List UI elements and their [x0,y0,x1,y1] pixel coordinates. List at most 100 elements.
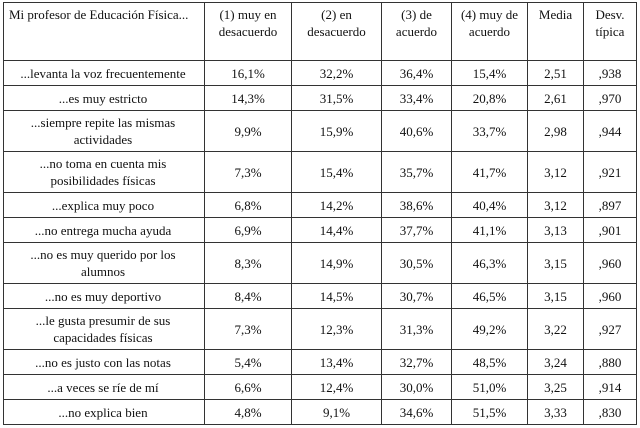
table-row: ...no es muy querido por los alumnos 8,3%… [3,242,637,284]
cell-item: ...siempre repite las mismas actividades [3,110,205,152]
table-row: ...no explica bien 4,8% 9,1% 34,6% 51,5% 3,33… [3,399,637,425]
table-row: ...le gusta presumir de sus capacidades … [3,308,637,350]
cell-de-acuerdo: 30,5% [381,242,452,284]
table-row: ...no es justo con las notas 5,4% 13,4% 32,… [3,349,637,375]
cell-muy-en-desacuerdo: 6,6% [204,374,292,400]
cell-muy-de-acuerdo: 46,3% [451,242,528,284]
cell-en-desacuerdo: 9,1% [291,399,382,425]
cell-de-acuerdo: 34,6% [381,399,452,425]
cell-de-acuerdo: 30,7% [381,283,452,309]
cell-muy-de-acuerdo: 41,7% [451,151,528,193]
cell-media: 3,12 [527,192,584,218]
cell-item: ...le gusta presumir de sus capacidades … [3,308,205,350]
column-header-de-acuerdo: (3) de acuerdo [381,2,452,61]
cell-media: 3,24 [527,349,584,375]
table-row: ...es muy estricto 14,3% 31,5% 33,4% 20,8% 2,… [3,85,637,111]
cell-muy-de-acuerdo: 41,1% [451,217,528,243]
cell-muy-de-acuerdo: 33,7% [451,110,528,152]
cell-muy-en-desacuerdo: 7,3% [204,151,292,193]
cell-item: ...no es muy querido por los alumnos [3,242,205,284]
cell-muy-en-desacuerdo: 14,3% [204,85,292,111]
cell-de-acuerdo: 31,3% [381,308,452,350]
cell-muy-de-acuerdo: 48,5% [451,349,528,375]
cell-en-desacuerdo: 15,4% [291,151,382,193]
table-row: ...no es muy deportivo 8,4% 14,5% 30,7% 46,5… [3,283,637,309]
cell-muy-de-acuerdo: 15,4% [451,60,528,86]
cell-desv-tipica: ,914 [583,374,637,400]
cell-muy-en-desacuerdo: 8,3% [204,242,292,284]
cell-media: 3,15 [527,283,584,309]
header-row: Mi profesor de Educación Física... (1) m… [3,2,637,61]
cell-en-desacuerdo: 12,3% [291,308,382,350]
column-header-muy-de-acuerdo: (4) muy de acuerdo [451,2,528,61]
column-header-en-desacuerdo: (2) en desacuerdo [291,2,382,61]
cell-en-desacuerdo: 32,2% [291,60,382,86]
cell-de-acuerdo: 38,6% [381,192,452,218]
cell-en-desacuerdo: 14,9% [291,242,382,284]
cell-en-desacuerdo: 14,2% [291,192,382,218]
cell-item: ...no es justo con las notas [3,349,205,375]
cell-muy-en-desacuerdo: 8,4% [204,283,292,309]
cell-muy-de-acuerdo: 49,2% [451,308,528,350]
cell-desv-tipica: ,970 [583,85,637,111]
cell-desv-tipica: ,944 [583,110,637,152]
cell-media: 3,22 [527,308,584,350]
cell-muy-de-acuerdo: 20,8% [451,85,528,111]
cell-en-desacuerdo: 31,5% [291,85,382,111]
cell-de-acuerdo: 35,7% [381,151,452,193]
cell-muy-de-acuerdo: 40,4% [451,192,528,218]
cell-desv-tipica: ,880 [583,349,637,375]
cell-de-acuerdo: 40,6% [381,110,452,152]
table-row: ...no entrega mucha ayuda 6,9% 14,4% 37,7% 4… [3,217,637,243]
table-row: ...a veces se ríe de mí 6,6% 12,4% 30,0% 51,… [3,374,637,400]
cell-item: ...a veces se ríe de mí [3,374,205,400]
cell-muy-en-desacuerdo: 6,8% [204,192,292,218]
cell-item: ...no toma en cuenta mis posibilidades f… [3,151,205,193]
cell-de-acuerdo: 37,7% [381,217,452,243]
cell-item: ...levanta la voz frecuentemente [3,60,205,86]
cell-muy-de-acuerdo: 51,0% [451,374,528,400]
cell-item: ...explica muy poco [3,192,205,218]
cell-item: ...no es muy deportivo [3,283,205,309]
table-body: ...levanta la voz frecuentemente 16,1% 32,… [3,60,637,425]
cell-media: 3,12 [527,151,584,193]
cell-item: ...no explica bien [3,399,205,425]
cell-de-acuerdo: 30,0% [381,374,452,400]
cell-muy-en-desacuerdo: 4,8% [204,399,292,425]
cell-media: 3,15 [527,242,584,284]
cell-desv-tipica: ,927 [583,308,637,350]
cell-de-acuerdo: 32,7% [381,349,452,375]
table-row: ...explica muy poco 6,8% 14,2% 38,6% 40,4% 3,… [3,192,637,218]
cell-muy-en-desacuerdo: 7,3% [204,308,292,350]
table-row: ...siempre repite las mismas actividades… [3,110,637,152]
column-header-item: Mi profesor de Educación Física... [3,2,205,61]
cell-desv-tipica: ,897 [583,192,637,218]
cell-en-desacuerdo: 15,9% [291,110,382,152]
cell-muy-en-desacuerdo: 5,4% [204,349,292,375]
table-row: ...no toma en cuenta mis posibilidades f… [3,151,637,193]
cell-item: ...no entrega mucha ayuda [3,217,205,243]
table-row: ...levanta la voz frecuentemente 16,1% 32,… [3,60,637,86]
cell-desv-tipica: ,938 [583,60,637,86]
cell-desv-tipica: ,830 [583,399,637,425]
cell-desv-tipica: ,960 [583,242,637,284]
cell-media: 2,61 [527,85,584,111]
cell-media: 2,98 [527,110,584,152]
cell-media: 3,33 [527,399,584,425]
cell-media: 3,13 [527,217,584,243]
cell-media: 3,25 [527,374,584,400]
cell-de-acuerdo: 36,4% [381,60,452,86]
cell-item: ...es muy estricto [3,85,205,111]
cell-desv-tipica: ,901 [583,217,637,243]
cell-en-desacuerdo: 14,4% [291,217,382,243]
column-header-media: Media [527,2,584,61]
cell-de-acuerdo: 33,4% [381,85,452,111]
cell-en-desacuerdo: 14,5% [291,283,382,309]
column-header-desv-tipica: Desv. típica [583,2,637,61]
cell-muy-en-desacuerdo: 9,9% [204,110,292,152]
cell-muy-en-desacuerdo: 6,9% [204,217,292,243]
cell-media: 2,51 [527,60,584,86]
cell-muy-de-acuerdo: 46,5% [451,283,528,309]
cell-desv-tipica: ,921 [583,151,637,193]
cell-muy-de-acuerdo: 51,5% [451,399,528,425]
